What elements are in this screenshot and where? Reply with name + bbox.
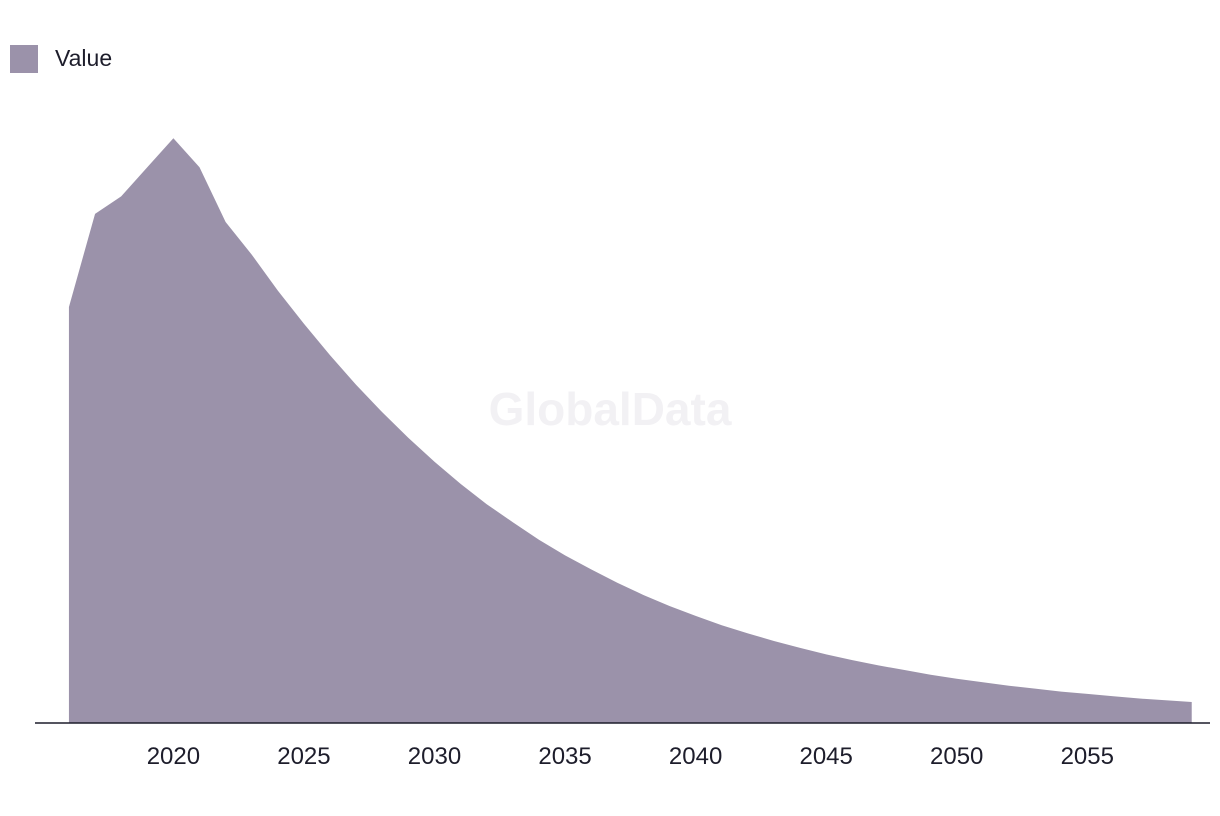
plot-area bbox=[68, 138, 1192, 723]
legend-swatch-value bbox=[10, 45, 38, 73]
x-tick-label: 2050 bbox=[930, 743, 983, 770]
legend: Value bbox=[10, 45, 112, 73]
series-area-value bbox=[68, 138, 1192, 723]
x-axis-ticks: 2020 2025 2030 2035 2040 2045 2050 2055 bbox=[147, 743, 1114, 770]
x-tick-label: 2025 bbox=[277, 743, 330, 770]
x-tick-label: 2040 bbox=[669, 743, 722, 770]
x-tick-label: 2020 bbox=[147, 743, 200, 770]
x-tick-label: 2055 bbox=[1061, 743, 1114, 770]
watermark: GlobalData bbox=[489, 383, 732, 435]
legend-label-value: Value bbox=[55, 45, 112, 71]
x-tick-label: 2035 bbox=[538, 743, 591, 770]
x-tick-label: 2030 bbox=[408, 743, 461, 770]
x-tick-label: 2045 bbox=[799, 743, 852, 770]
